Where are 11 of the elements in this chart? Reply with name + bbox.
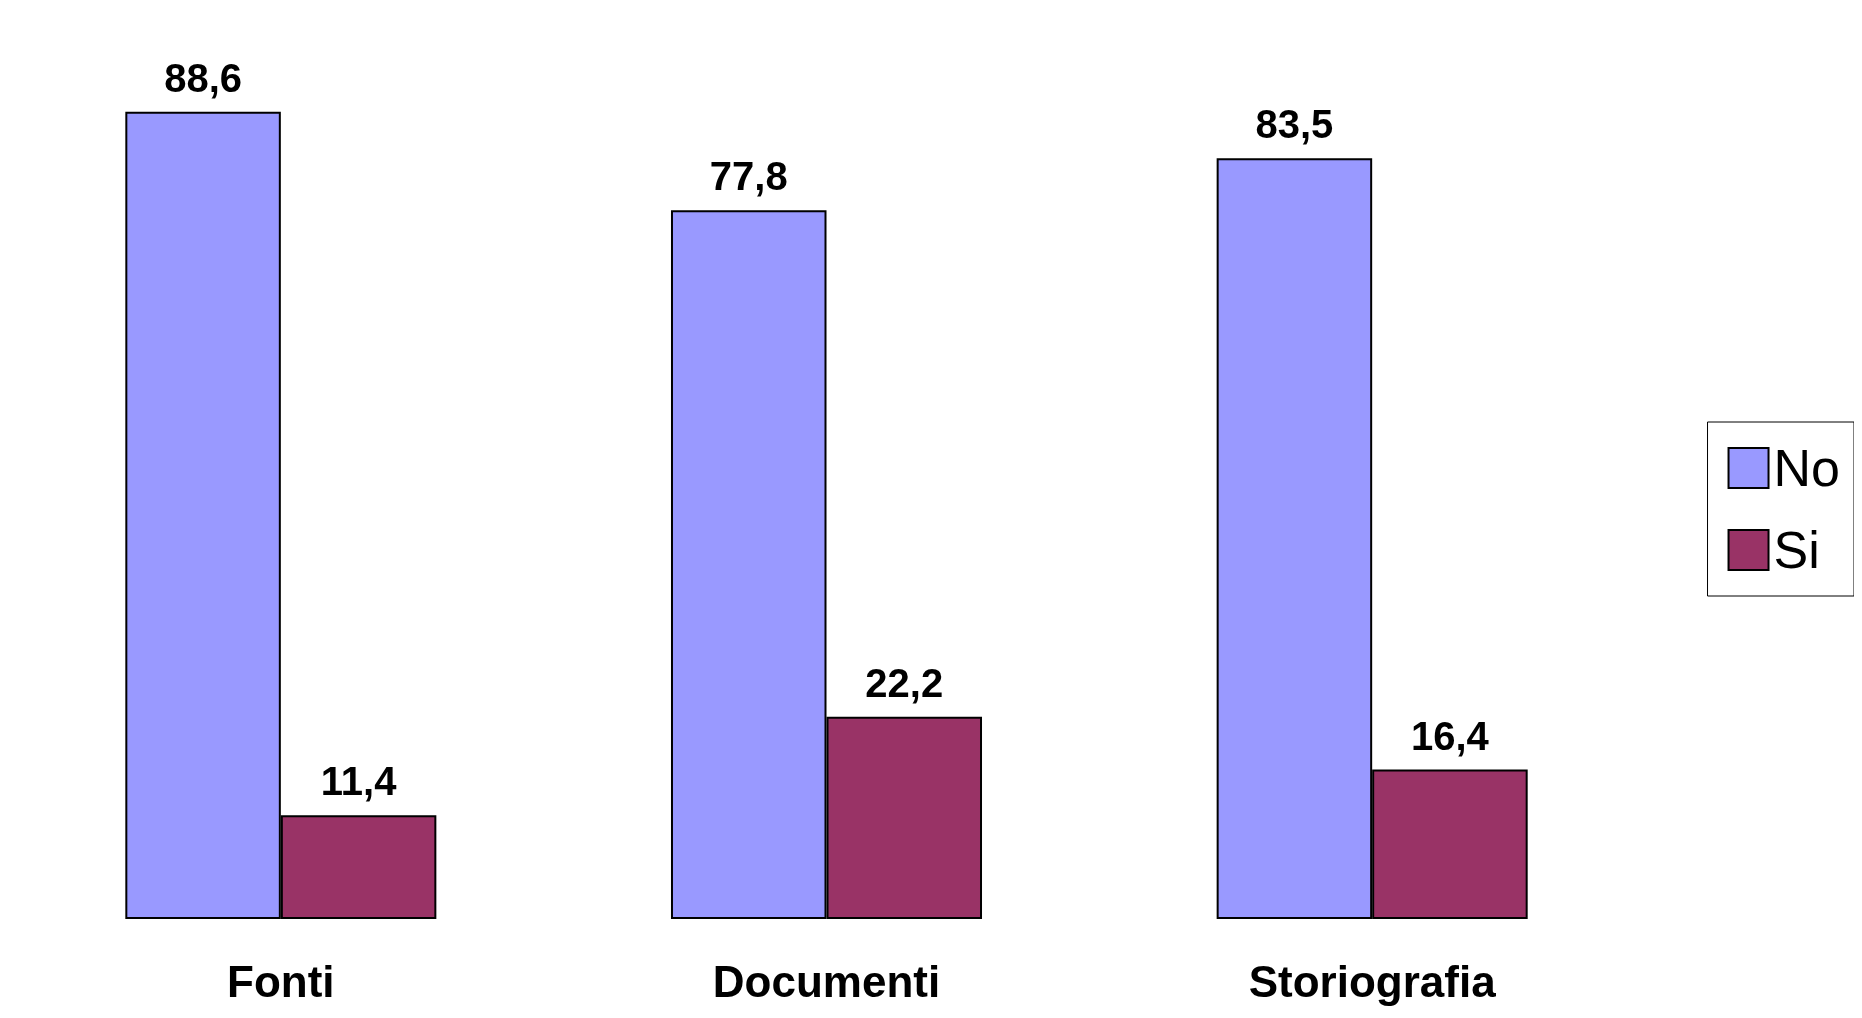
x-tick-label: Storiografia [1248,956,1497,1006]
legend-label: Si [1773,521,1820,579]
data-label: 83,5 [1255,102,1334,147]
x-tick-label: Fonti [227,956,335,1006]
data-label: 11,4 [320,759,398,804]
data-label: 16,4 [1410,713,1490,758]
data-label: 22,2 [865,660,944,705]
legend-label: No [1773,439,1841,497]
x-tick-label: Documenti [712,956,941,1006]
data-label: 77,8 [709,154,788,199]
data-label: 88,6 [164,55,243,100]
